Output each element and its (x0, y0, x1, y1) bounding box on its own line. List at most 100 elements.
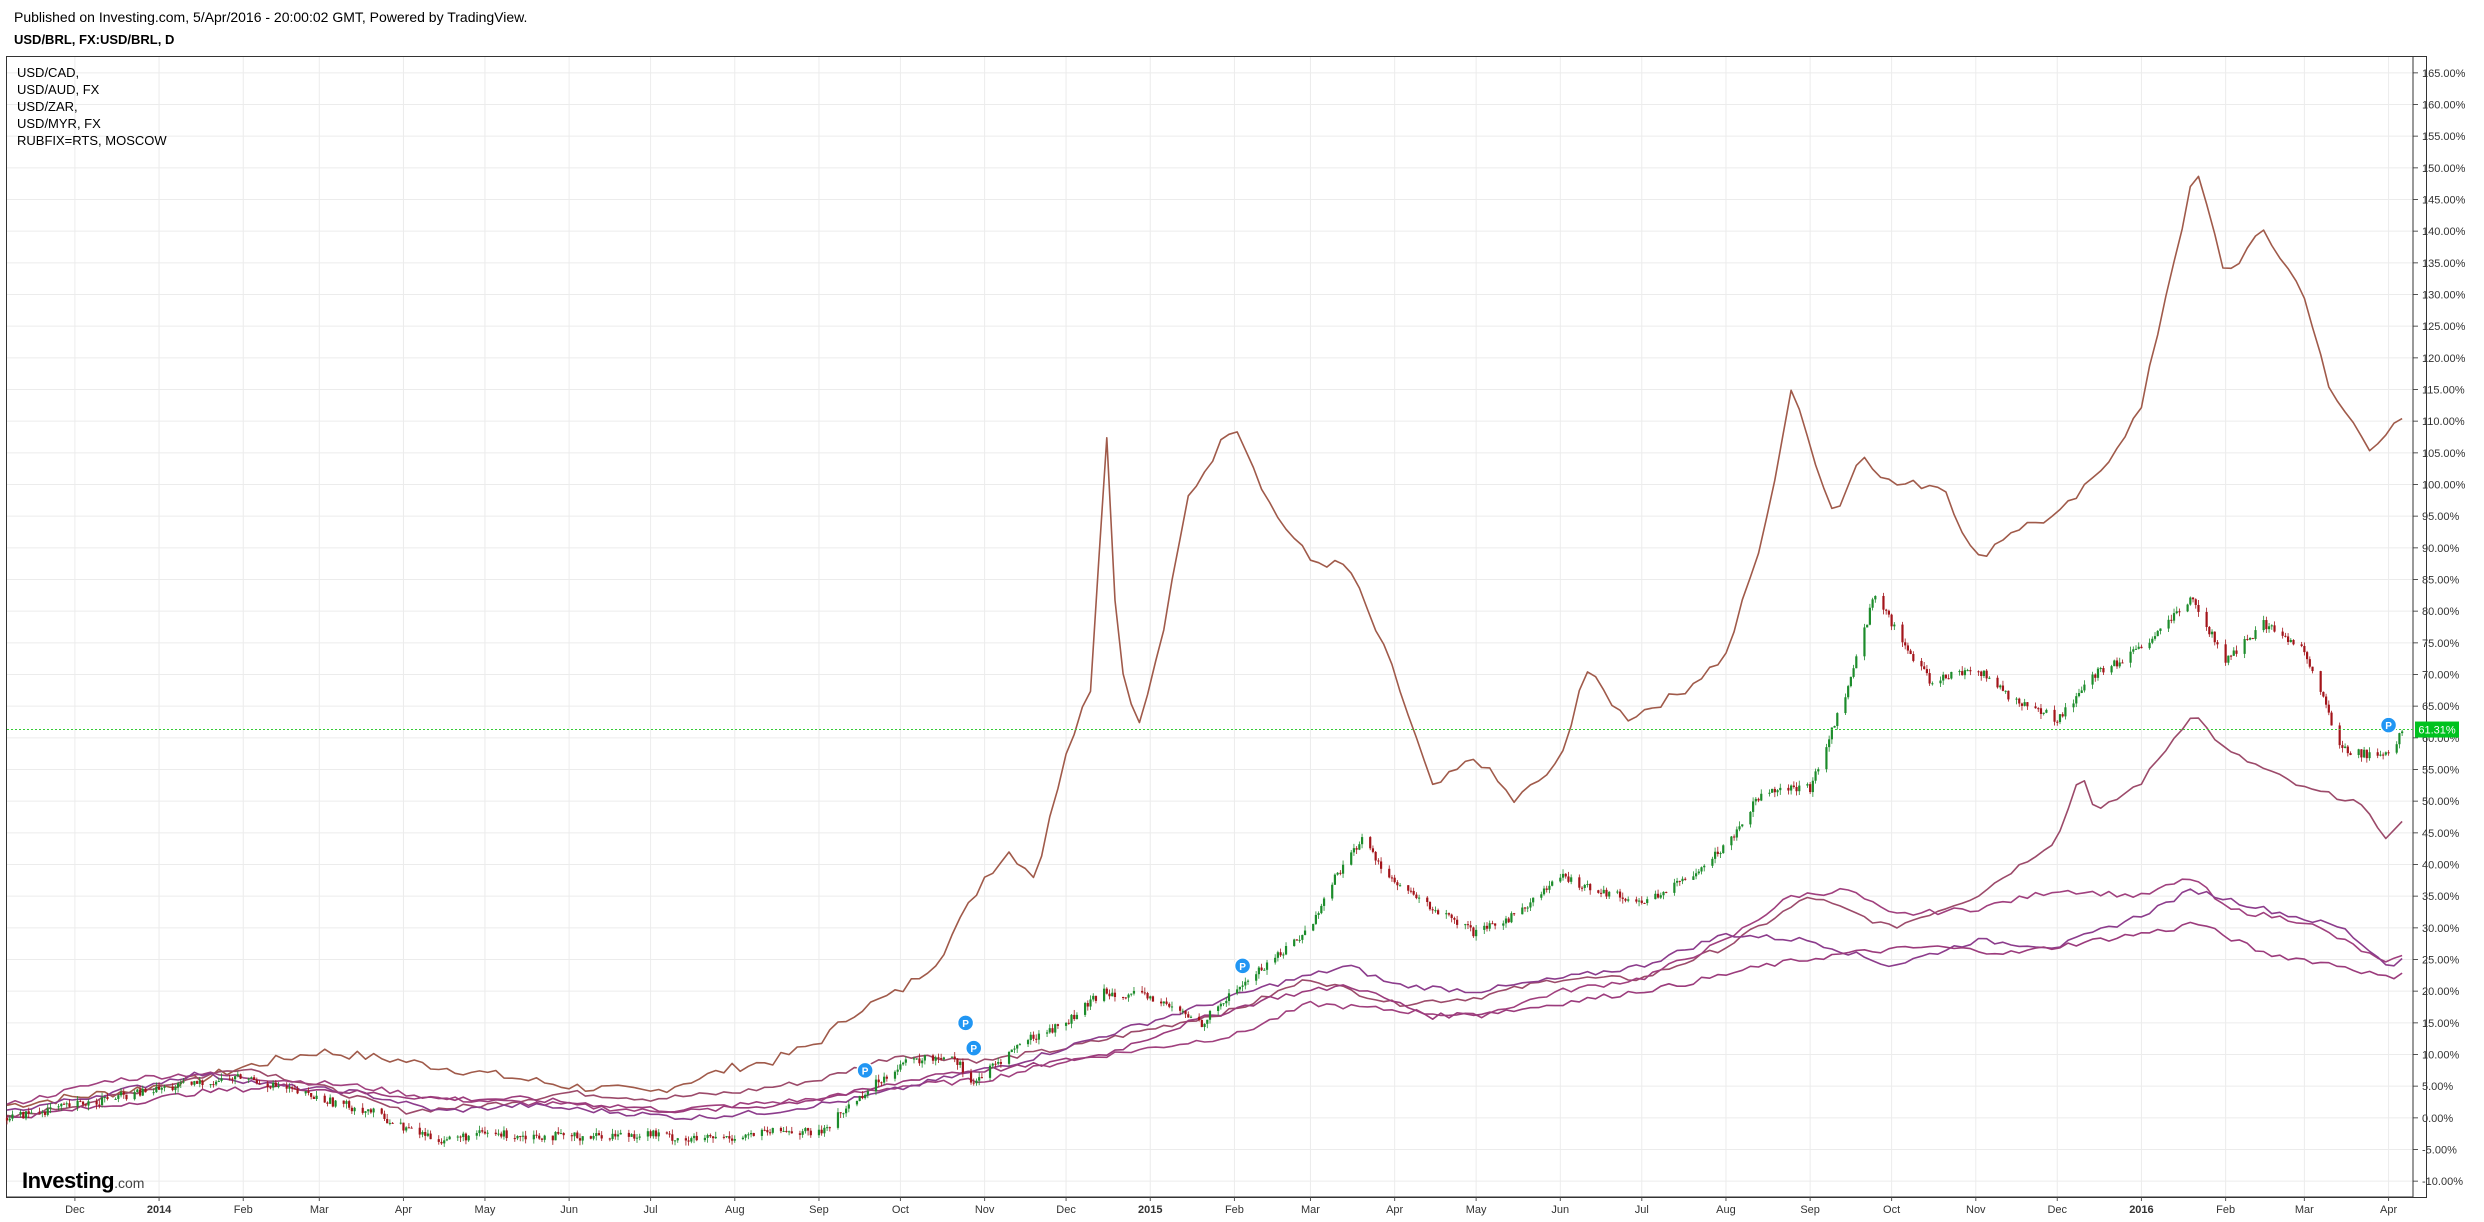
candle-body (581, 1136, 584, 1141)
candle-body (1407, 885, 1410, 891)
candle-body (5, 1117, 9, 1121)
candle-body (595, 1133, 598, 1136)
candle-body (84, 1104, 87, 1106)
candle-body (144, 1088, 147, 1093)
candle-body (1379, 861, 1383, 869)
candle-body (524, 1135, 527, 1140)
candle-body (1996, 677, 1999, 688)
series-line-usd-aud-fx (6, 888, 2403, 1121)
candle-body (997, 1062, 1000, 1064)
candle-body (2039, 708, 2043, 714)
candle-body (1265, 962, 1269, 970)
candle-body (1293, 939, 1296, 947)
candle-body (1722, 845, 1725, 854)
candle-body (893, 1071, 897, 1079)
candle-body (1741, 824, 1744, 827)
candle-body (1094, 995, 1098, 1001)
candle-body (2289, 639, 2292, 643)
x-tick-label: Feb (234, 1204, 253, 1216)
candle-body (1988, 677, 1991, 679)
candle-body (649, 1131, 652, 1137)
candle-body (1016, 1045, 1019, 1049)
candle-body (2327, 704, 2330, 713)
candle-body (956, 1059, 959, 1065)
investing-logo[interactable]: Investing.com (22, 1168, 144, 1194)
candle-body (1580, 887, 1584, 889)
candle-body (2053, 709, 2056, 722)
candle-body (1662, 891, 1665, 896)
candle-body (467, 1135, 470, 1141)
candle-body (611, 1133, 614, 1140)
candle-body (1488, 923, 1491, 929)
candle-body (2243, 639, 2246, 654)
candle-body (1374, 851, 1377, 861)
candle-body (1502, 923, 1505, 926)
candle-body (274, 1082, 277, 1087)
candle-body (2175, 611, 2178, 614)
candle-body (1961, 671, 1964, 676)
candle-body (684, 1138, 687, 1141)
grid-layer (7, 57, 2413, 1197)
candle-body (540, 1138, 544, 1140)
candle-body (836, 1112, 840, 1128)
candle-body (2305, 652, 2309, 660)
candle-body (345, 1101, 348, 1104)
candle-body (122, 1092, 125, 1095)
candle-body (193, 1081, 196, 1085)
candle-body (1393, 877, 1396, 883)
candle-body (1599, 892, 1603, 894)
candle-body (1969, 670, 1972, 672)
candle-body (424, 1131, 427, 1136)
candle-body (543, 1135, 546, 1140)
candle-body (874, 1079, 878, 1092)
candle-body (1314, 914, 1318, 924)
candle-body (27, 1111, 30, 1114)
candle-body (2020, 703, 2024, 706)
x-tick-label: Sep (1800, 1204, 1820, 1216)
candle-body (2341, 745, 2344, 748)
candle-body (904, 1059, 907, 1063)
candle-body (1526, 907, 1529, 909)
candle-body (592, 1135, 595, 1139)
candle-body (2376, 752, 2379, 756)
candle-body (1866, 624, 1869, 628)
x-tick-label: Dec (2047, 1204, 2067, 1216)
candle-body (1893, 624, 1896, 627)
y-tick-label: 155.00% (2422, 131, 2466, 143)
x-tick-label: Apr (1386, 1204, 1403, 1216)
candle-body (1369, 837, 1372, 849)
legend-item-rubfix: RUBFIX=RTS, MOSCOW (17, 133, 167, 148)
x-tick-label: 2016 (2129, 1204, 2153, 1216)
candle-body (2254, 630, 2257, 639)
candle-body (79, 1100, 82, 1102)
candle-body (1806, 784, 1809, 786)
candle-body (771, 1127, 774, 1133)
candle-body (1950, 671, 1953, 679)
candle-body (209, 1084, 212, 1086)
candle-body (117, 1095, 120, 1099)
y-tick-label: 145.00% (2422, 195, 2466, 207)
candle-body (1149, 996, 1152, 999)
candle-body (2384, 752, 2387, 755)
candle-body (2156, 630, 2159, 637)
candle-body (1092, 995, 1095, 1000)
candle-body (138, 1089, 142, 1096)
candle-body (646, 1131, 649, 1137)
candle-body (502, 1130, 506, 1137)
candle-body (798, 1133, 802, 1135)
candle-body (1236, 989, 1239, 994)
y-tick-label: 70.00% (2422, 670, 2460, 682)
legend: USD/CAD, USD/AUD, FX USD/ZAR, USD/MYR, F… (17, 64, 167, 149)
candle-body (589, 1136, 592, 1139)
candle-body (1124, 997, 1127, 999)
candle-body (288, 1087, 291, 1089)
candle-body (478, 1130, 481, 1134)
y-tick-label: 5.00% (2422, 1081, 2453, 1093)
candle-body (728, 1136, 731, 1139)
candle-body (866, 1091, 869, 1095)
candle-body (573, 1132, 576, 1137)
candle-body (2132, 649, 2135, 652)
candle-body (1491, 923, 1494, 925)
candle-body (1795, 787, 1798, 792)
